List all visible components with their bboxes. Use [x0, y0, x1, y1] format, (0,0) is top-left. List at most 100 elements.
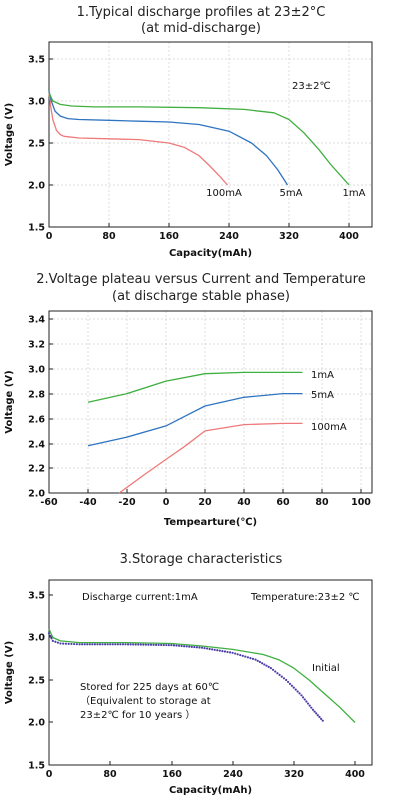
- chart1-plot-frame: [48, 41, 373, 228]
- chart3-series-1-point: [274, 670, 277, 673]
- chart3-series-1-point: [211, 648, 214, 651]
- chart3-series-1-point: [321, 719, 324, 722]
- chart3-series-1-point: [190, 645, 193, 648]
- chart3-series-1-point: [218, 649, 221, 652]
- chart3-series-1-point: [285, 678, 288, 682]
- chart1-subtitle: (at mid-discharge): [141, 21, 261, 36]
- chart2-series-1-line: [87, 392, 303, 447]
- chart1-yaxis-label: Voltage (V): [4, 103, 15, 166]
- chart3-series-1-point: [231, 651, 234, 654]
- chart3-series-1-point: [62, 642, 65, 645]
- chart3-series-1-point: [278, 673, 281, 677]
- chart3-series-1-point: [183, 645, 186, 648]
- chart3-series-1-point: [155, 643, 158, 646]
- chart2-xtick-label: 80: [315, 497, 329, 508]
- chart1-series-1-line: [48, 90, 289, 186]
- chart3-series-1-point: [119, 643, 122, 646]
- chart3-series-1-point: [51, 639, 54, 643]
- chart3-series-1-point: [126, 643, 130, 646]
- chart1-xtick-label: 320: [279, 231, 299, 242]
- chart3-series-1-point: [86, 643, 89, 646]
- chart2-xtick-label: 0: [163, 497, 170, 508]
- chart3-series-1-point: [139, 643, 142, 646]
- chart1-xtick-label: 160: [159, 231, 179, 242]
- chart3-xtick-label: 160: [162, 769, 182, 780]
- chart3-series-1-point: [114, 643, 117, 646]
- chart3-series-1-point: [106, 643, 109, 646]
- chart3-series-1-point: [206, 647, 209, 650]
- chart3-series-1-point: [241, 654, 244, 657]
- chart1-xtick-label: 80: [102, 231, 116, 242]
- chart3-series-1-point: [216, 649, 219, 652]
- chart2-xtick-label: 100: [351, 497, 371, 508]
- chart2-xtick-label: -60: [40, 497, 58, 508]
- chart3-yaxis-label: Voltage (V): [4, 641, 15, 704]
- chart3-series-1-point: [152, 643, 155, 646]
- chart3-series-1-point: [320, 717, 323, 720]
- chart3-series-1-point: [73, 642, 76, 646]
- chart3-series-1-point: [167, 644, 170, 647]
- chart2-yaxis-label: Voltage (V): [4, 370, 15, 433]
- chart1-temperature-annotation: 23±2℃: [292, 81, 331, 92]
- chart3-series-1-point: [221, 650, 224, 653]
- chart3-series-1-point: [290, 684, 293, 687]
- chart2-ytick-label: 3.2: [28, 340, 45, 351]
- chart3-xtick-label: 0: [46, 769, 53, 780]
- chart3-series-1-point: [292, 686, 295, 689]
- chart3-series-1-point: [180, 644, 183, 648]
- chart1-ytick-label: 2.0: [28, 181, 45, 192]
- chart2-xaxis-label: Tempearture(℃): [164, 517, 257, 528]
- chart3-series-1-point: [67, 642, 70, 645]
- chart3-series-1-point: [121, 643, 125, 646]
- chart2-xtick-label: 60: [276, 497, 290, 508]
- chart2-ytick-label: 2.4: [28, 440, 45, 451]
- chart3-series-1-point: [93, 643, 96, 646]
- chart3-xtick-label: 320: [284, 769, 304, 780]
- chart3-series-1-point: [276, 672, 279, 675]
- chart3-series-1-point: [208, 647, 211, 651]
- chart3-series-1-point: [101, 643, 104, 646]
- chart1-xtick-label: 240: [219, 231, 239, 242]
- chart3-series-1-point: [75, 643, 78, 646]
- chart3-series-1-point: [175, 644, 178, 647]
- chart3-series-1-point: [193, 645, 196, 649]
- chart3-series-1-point: [116, 643, 119, 646]
- chart3-series-1-point: [50, 637, 53, 640]
- chart1-ytick-label: 1.5: [28, 223, 45, 234]
- chart3-series-1-point: [198, 646, 201, 649]
- chart2-xtick-label: -40: [79, 497, 97, 508]
- chart3-series-1-point: [318, 715, 321, 719]
- chart3-temperature-annotation: Temperature:23±2 ℃: [250, 592, 360, 603]
- chart1-xaxis-label: Capacity(mAh): [169, 248, 252, 259]
- chart3-ytick-label: 3.0: [28, 633, 45, 644]
- chart2-xtick-label: 20: [198, 497, 212, 508]
- chart3-series-1-point: [223, 650, 227, 653]
- chart2-ytick-label: 2.8: [28, 390, 45, 401]
- chart2-subtitle: (at discharge stable phase): [112, 289, 290, 304]
- chart3-series-1-point: [280, 675, 283, 678]
- chart2-ytick-label: 2.6: [28, 415, 45, 426]
- chart3-series-1-point: [54, 640, 57, 643]
- chart3-series-label-initial: Initial: [312, 663, 340, 674]
- chart3-series-1-point: [305, 700, 308, 703]
- chart3-storage-note-line: 23±2℃ for 10 years ）: [80, 709, 195, 721]
- chart1-title: 1.Typical discharge profiles at 23±2°C: [77, 5, 326, 20]
- chart3-series-0-line: [48, 628, 356, 723]
- chart2-series-label-0: 1mA: [311, 370, 334, 381]
- chart3-series-1-point: [137, 643, 140, 646]
- chart3-xtick-label: 80: [103, 769, 117, 780]
- chart3-series-1-point: [244, 655, 247, 658]
- chart3-series-1-point: [254, 658, 257, 661]
- chart3-current-annotation: Discharge current:1mA: [82, 592, 198, 603]
- chart2-plot-frame: [48, 310, 373, 494]
- chart2-ytick-label: 2.0: [28, 489, 45, 500]
- chart3-series-1-point: [124, 643, 127, 646]
- chart3-series-1-point: [311, 708, 315, 711]
- chart3-series-1-point: [185, 645, 188, 648]
- chart3-series-1-point: [91, 643, 94, 646]
- chart3-series-1-point: [96, 643, 99, 646]
- chart3-series-1-point: [98, 643, 102, 646]
- chart3-series-1-point: [147, 643, 150, 646]
- chart1-xtick-label: 0: [46, 231, 53, 242]
- chart1-series-label-0: 100mA: [206, 188, 242, 199]
